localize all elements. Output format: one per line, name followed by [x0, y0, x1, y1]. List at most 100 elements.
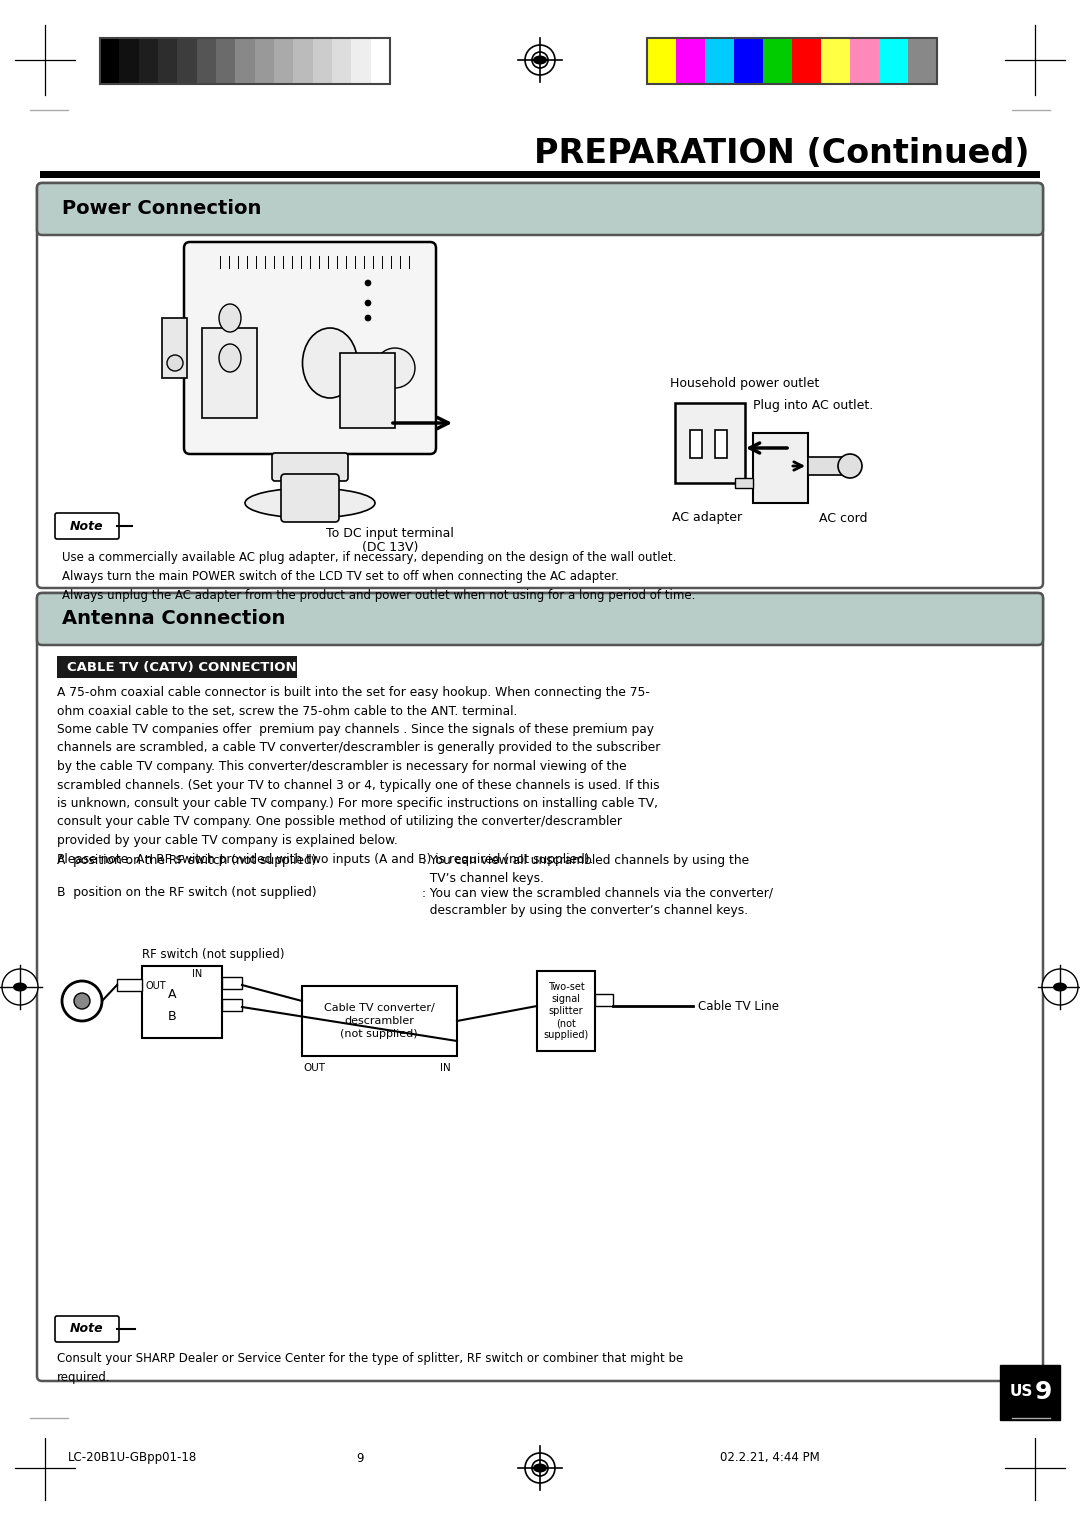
Ellipse shape [219, 304, 241, 332]
Text: A: A [167, 987, 176, 1001]
Text: IN: IN [192, 969, 202, 979]
Text: CABLE TV (CATV) CONNECTION: CABLE TV (CATV) CONNECTION [67, 660, 297, 674]
Text: 02.2.21, 4:44 PM: 02.2.21, 4:44 PM [720, 1452, 820, 1464]
Bar [879, 38, 908, 84]
Bar [119, 38, 138, 84]
Text: Plug into AC outlet.: Plug into AC outlet. [753, 399, 874, 413]
Bar [340, 353, 395, 428]
Text: Antenna Connection: Antenna Connection [62, 610, 285, 628]
Bar [690, 429, 702, 458]
Bar [302, 986, 457, 1056]
Bar [734, 38, 762, 84]
Bar [1000, 1365, 1059, 1420]
Circle shape [75, 993, 90, 1008]
Bar [222, 976, 242, 989]
Text: A  position on the RF switch (not supplied): A position on the RF switch (not supplie… [57, 854, 316, 866]
Text: Household power outlet: Household power outlet [670, 376, 820, 390]
Text: Power Connection: Power Connection [62, 200, 261, 219]
Bar [162, 318, 187, 377]
Text: LC-20B1U-GBpp01-18: LC-20B1U-GBpp01-18 [68, 1452, 198, 1464]
Bar [57, 656, 297, 678]
Bar [43, 633, 1037, 640]
FancyBboxPatch shape [37, 183, 1043, 235]
Text: 9: 9 [356, 1452, 364, 1464]
Ellipse shape [534, 1464, 546, 1473]
Bar [332, 38, 351, 84]
Bar [235, 38, 255, 84]
FancyBboxPatch shape [55, 1316, 119, 1342]
FancyBboxPatch shape [37, 593, 1043, 645]
Circle shape [365, 280, 372, 286]
Circle shape [365, 315, 372, 321]
Bar [274, 38, 294, 84]
Bar [100, 38, 119, 84]
Circle shape [838, 454, 862, 478]
FancyBboxPatch shape [272, 452, 348, 481]
Text: Cable TV converter/
descrambler
(not supplied): Cable TV converter/ descrambler (not sup… [324, 1002, 434, 1039]
Ellipse shape [219, 344, 241, 371]
Text: OUT: OUT [146, 981, 166, 992]
Ellipse shape [13, 983, 27, 992]
Circle shape [1042, 969, 1078, 1005]
Bar [40, 171, 1040, 177]
Bar [158, 38, 177, 84]
Circle shape [375, 348, 415, 388]
Circle shape [167, 354, 183, 371]
Bar [141, 966, 222, 1038]
Circle shape [62, 981, 102, 1021]
Text: To DC input terminal: To DC input terminal [326, 527, 454, 539]
FancyBboxPatch shape [184, 241, 436, 454]
Bar [216, 38, 235, 84]
Text: 9: 9 [1035, 1380, 1052, 1404]
FancyBboxPatch shape [281, 474, 339, 523]
Bar [675, 403, 745, 483]
Text: AC adapter: AC adapter [672, 512, 742, 524]
Bar [313, 38, 332, 84]
Bar [43, 222, 1037, 231]
Ellipse shape [1053, 983, 1067, 992]
Bar [647, 38, 676, 84]
Bar [100, 38, 390, 84]
Text: : You can view the scrambled channels via the converter/
  descrambler by using : : You can view the scrambled channels vi… [422, 886, 773, 917]
Bar [138, 38, 158, 84]
Text: Note: Note [70, 1323, 104, 1335]
Text: Note: Note [70, 520, 104, 532]
Ellipse shape [245, 487, 375, 518]
Text: (DC 13V): (DC 13V) [362, 541, 418, 555]
Ellipse shape [534, 55, 546, 64]
Text: A 75-ohm coaxial cable connector is built into the set for easy hookup. When con: A 75-ohm coaxial cable connector is buil… [57, 686, 660, 865]
Bar [753, 432, 808, 503]
Bar [595, 995, 613, 1005]
Bar [370, 38, 390, 84]
Bar [255, 38, 274, 84]
Bar [117, 979, 141, 992]
Text: OUT: OUT [303, 1063, 325, 1073]
Bar [705, 38, 734, 84]
Text: IN: IN [440, 1063, 450, 1073]
Bar [197, 38, 216, 84]
Ellipse shape [302, 329, 357, 397]
Bar [821, 38, 850, 84]
Bar [808, 457, 843, 475]
Bar [676, 38, 705, 84]
FancyBboxPatch shape [37, 183, 1043, 588]
Circle shape [2, 969, 38, 1005]
Text: B: B [167, 1010, 176, 1022]
Bar [294, 38, 313, 84]
Text: RF switch (not supplied): RF switch (not supplied) [141, 947, 284, 961]
Text: US: US [1010, 1384, 1032, 1400]
Bar [715, 429, 727, 458]
Bar [908, 38, 937, 84]
Bar [222, 999, 242, 1012]
Text: Use a commercially available AC plug adapter, if necessary, depending on the des: Use a commercially available AC plug ada… [62, 552, 696, 602]
Text: Two-set
signal
splitter
(not
supplied): Two-set signal splitter (not supplied) [543, 983, 589, 1041]
Text: B  position on the RF switch (not supplied): B position on the RF switch (not supplie… [57, 886, 316, 898]
Text: AC cord: AC cord [819, 512, 867, 524]
Bar [735, 478, 753, 487]
Bar [177, 38, 197, 84]
Bar [647, 38, 937, 84]
Text: PREPARATION (Continued): PREPARATION (Continued) [535, 138, 1030, 170]
Bar [792, 38, 821, 84]
FancyBboxPatch shape [37, 593, 1043, 1381]
Text: Cable TV Line: Cable TV Line [698, 999, 779, 1013]
